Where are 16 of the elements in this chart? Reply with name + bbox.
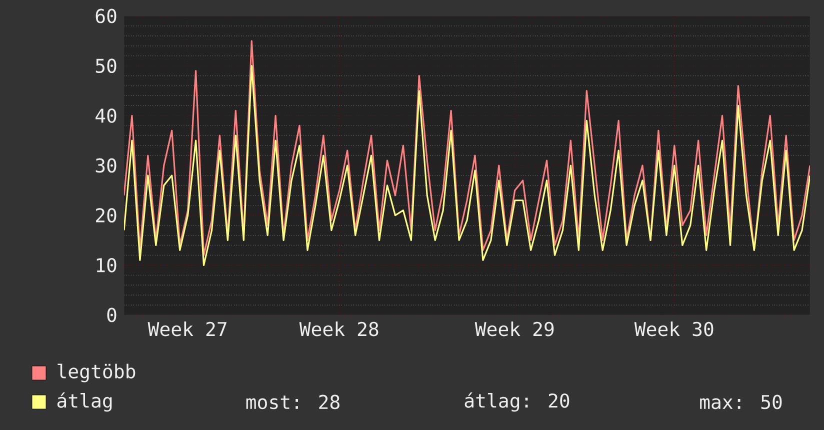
x-tick-label: Week 28 — [299, 322, 378, 336]
legend-label: legtöbb — [58, 364, 136, 382]
y-tick-label: 10 — [96, 258, 116, 272]
x-tick-label: Week 29 — [474, 322, 554, 336]
y-tick-label: 60 — [96, 8, 116, 24]
y-tick-label: 50 — [96, 58, 116, 74]
y-tick-label: 30 — [96, 158, 116, 173]
y-tick-label: 0 — [107, 308, 116, 322]
text: max: 50 — [700, 394, 782, 410]
x-tick-label: Week 30 — [634, 322, 714, 336]
x-tick-label: Week 27 — [148, 322, 226, 336]
text: átlag: 20 — [464, 392, 570, 412]
text: most: 28 — [246, 394, 340, 410]
legend-label: átlag — [57, 392, 112, 412]
y-tick-label: 20 — [96, 208, 116, 223]
y-tick-label: 40 — [96, 108, 116, 123]
